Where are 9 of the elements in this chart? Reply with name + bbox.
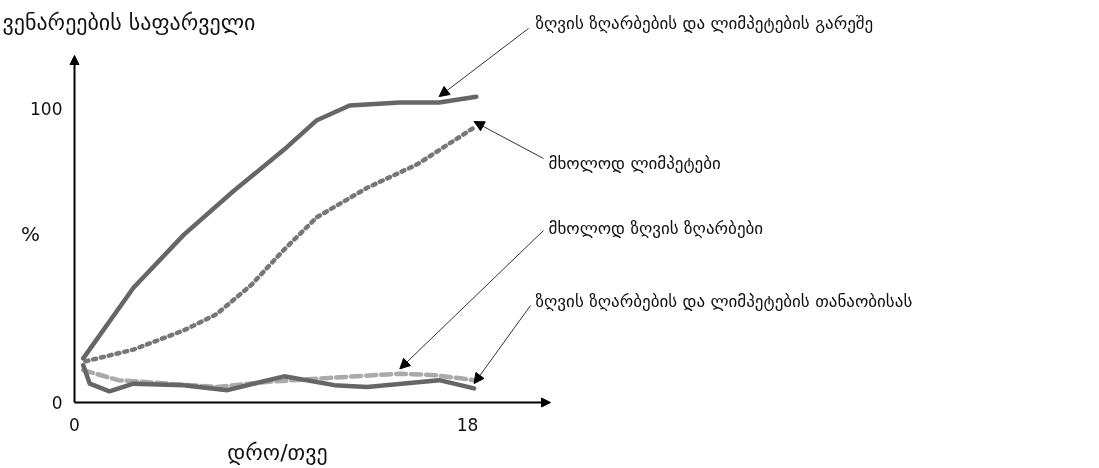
- annotation: ზღვის ზღარბების და ლიმპეტების გარეშე: [535, 12, 874, 33]
- chart-title: ვენარეების საფარველი: [2, 10, 256, 35]
- annotation: ზღვის ზღარბების და ლიმპეტების თანაობისას: [535, 290, 913, 311]
- x-axis-title: დრო/თვე: [227, 440, 328, 465]
- y-tick-label: 100: [30, 98, 63, 119]
- annotation: მხოლოდ ლიმპეტები: [548, 152, 721, 173]
- y-axis-title: %: [21, 221, 41, 246]
- x-tick-label: 18: [456, 415, 479, 435]
- annotation: მხოლოდ ზღვის ზღარბები: [548, 217, 764, 238]
